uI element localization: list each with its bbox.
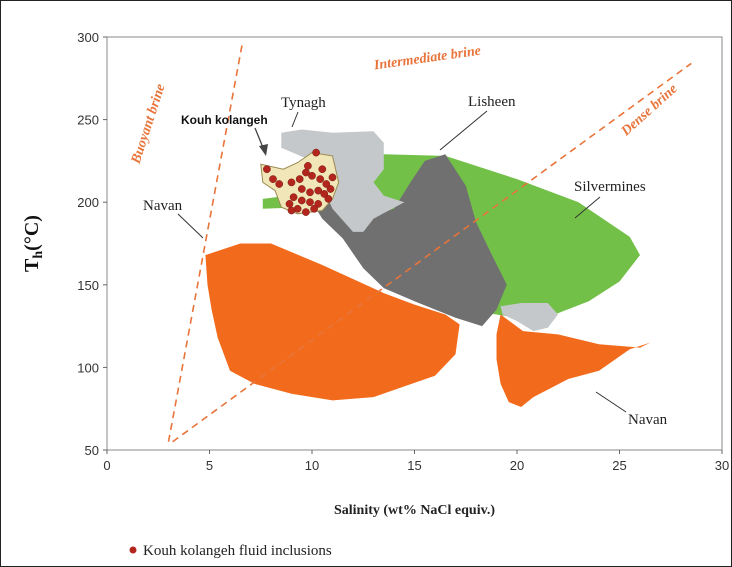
kouh-kolangeh-point (263, 165, 271, 174)
x-tick-label: 20 (510, 458, 524, 473)
navan-upper-label: Navan (143, 198, 183, 214)
y-tick-label: 50 (85, 443, 99, 458)
kouh-kolangeh-point (295, 175, 304, 183)
y-axis-label: Th(°C) (21, 215, 46, 272)
lisheen-leader (439, 110, 488, 151)
y-tick-label: 100 (77, 360, 99, 375)
kouh-kolangeh-point (297, 185, 306, 193)
kouh-kolangeh-point (308, 171, 316, 180)
navan-lower-leader (595, 391, 627, 413)
x-axis-label: Salinity (wt% NaCl equiv.) (334, 503, 495, 518)
tynagh-leader (291, 111, 299, 128)
y-axis-label-sub: h (31, 251, 46, 259)
kouh-kolangeh-point (297, 196, 306, 205)
kouh-kolangeh-point (320, 190, 329, 198)
brine-boundary-line (172, 62, 692, 443)
kouh-kolangeh-point (302, 208, 310, 216)
navan-field (496, 314, 651, 407)
brine-lines-layer (167, 43, 692, 443)
y-tick-label: 200 (77, 195, 99, 210)
kouh-kolangeh-point (304, 162, 312, 170)
leader-lines-layer (177, 110, 627, 413)
kouh-kolangeh-point (287, 178, 296, 187)
kouh-kolangeh-point (287, 206, 296, 215)
kouh-kolangeh-point (312, 148, 320, 157)
dense-brine-label: Dense brine (618, 82, 681, 140)
kouh-kolangeh-label: Kouh kolangeh (181, 113, 268, 127)
kouh-kolangeh-point (269, 175, 277, 183)
kouh-kolangeh-point (316, 175, 325, 183)
kouh-layer (260, 148, 340, 216)
kouh-kolangeh-point (314, 200, 323, 208)
buoyant-brine-label: Buoyant brine (128, 82, 168, 166)
y-tick-label: 300 (77, 30, 99, 45)
tynagh-label: Tynagh (281, 95, 326, 111)
brine-boundary-line (167, 43, 244, 442)
intermediate-brine-label: Intermediate brine (372, 44, 482, 74)
x-tick-label: 25 (612, 458, 626, 473)
lisheen-label: Lisheen (468, 94, 516, 110)
kouh-kolangeh-point (326, 185, 335, 193)
navan-upper-leader (177, 213, 204, 239)
legend-label: Kouh kolangeh fluid inclusions (143, 543, 332, 559)
silvermines-leader (574, 196, 601, 219)
x-tick-label: 0 (103, 458, 110, 473)
y-tick-label: 250 (77, 113, 99, 128)
tynagh-field (500, 303, 558, 332)
kouh-kolangeh-point (306, 198, 314, 207)
kouh-kolangeh-point (322, 180, 331, 188)
legend-marker (129, 546, 137, 554)
kouh-kolangeh-point (285, 200, 294, 208)
x-tick-label: 30 (715, 458, 729, 473)
kouh-kolangeh-point (318, 165, 327, 174)
kouh-kolangeh-point (324, 195, 333, 203)
ticks-layer: 0 5 10 15 20 25 30 50 100 150 200 250 300 (77, 30, 729, 473)
kouh-kolangeh-point (314, 186, 323, 195)
silvermines-label: Silvermines (574, 179, 646, 195)
kouh-kolangeh-point (275, 180, 284, 188)
navan-lower-label: Navan (628, 412, 668, 428)
y-tick-label: 150 (77, 278, 99, 293)
x-tick-label: 5 (206, 458, 213, 473)
kouh-kolangeh-point (289, 193, 298, 202)
x-tick-label: 10 (305, 458, 319, 473)
kouh-kolangeh-point (310, 204, 318, 213)
x-tick-label: 15 (407, 458, 421, 473)
y-axis-label-main: T (21, 258, 43, 272)
kouh-kolangeh-point (328, 173, 337, 182)
lisheen-field (312, 154, 507, 327)
navan-field (205, 243, 460, 401)
kouh-kolangeh-point (306, 188, 314, 197)
kouh-kolangeh-arrowhead (259, 144, 268, 156)
y-axis-label-unit: (°C) (21, 215, 43, 251)
